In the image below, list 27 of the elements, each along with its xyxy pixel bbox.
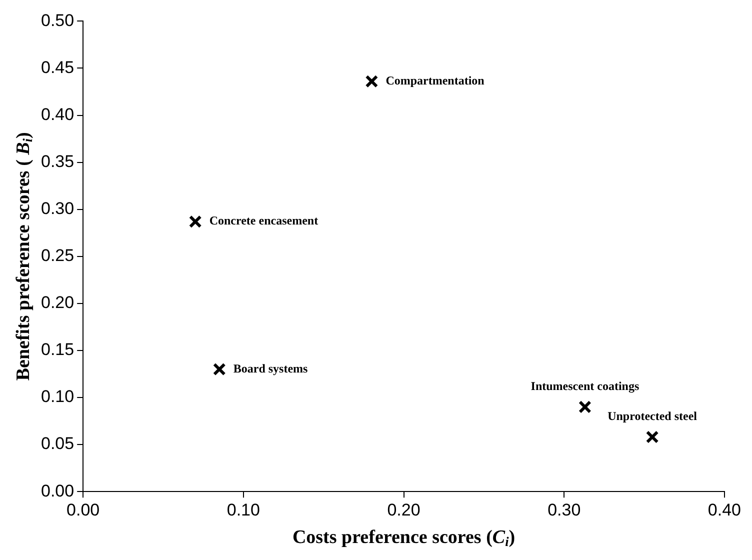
annotation: Compartmentation <box>386 74 485 88</box>
annotation: Unprotected steel <box>608 409 698 424</box>
annotation: Intumescent coatings <box>530 379 640 394</box>
point <box>646 430 659 444</box>
y-tick-label: 0.45 <box>40 58 74 77</box>
point <box>578 400 592 414</box>
y-tick-label: 0.50 <box>40 10 74 30</box>
x-tick-label: 0.00 <box>66 500 100 520</box>
x-tick-label: 0.10 <box>226 500 260 520</box>
y-tick-label: 0.35 <box>40 152 74 172</box>
y-tick-label: 0.25 <box>40 246 74 266</box>
point <box>365 74 378 88</box>
y-tick-label: 0.05 <box>40 434 74 454</box>
y-tick-label: 0.10 <box>40 387 74 406</box>
y-tick-label: 0.30 <box>40 199 74 218</box>
point <box>212 362 226 376</box>
y-axis-title: Benefits preference scores ( Bi) <box>12 132 36 381</box>
point <box>188 215 202 228</box>
y-tick-label: 0.40 <box>40 104 74 124</box>
x-tick-label: 0.30 <box>548 500 581 520</box>
x-tick-label: 0.40 <box>708 500 742 520</box>
annotation: Concrete encasement <box>209 214 318 228</box>
x-tick-label: 0.20 <box>387 500 420 520</box>
y-tick-label: 0.20 <box>40 293 74 312</box>
y-tick-label: 0.15 <box>40 340 74 360</box>
annotation: Board systems <box>233 361 308 376</box>
y-tick-label: 0.00 <box>40 481 74 500</box>
